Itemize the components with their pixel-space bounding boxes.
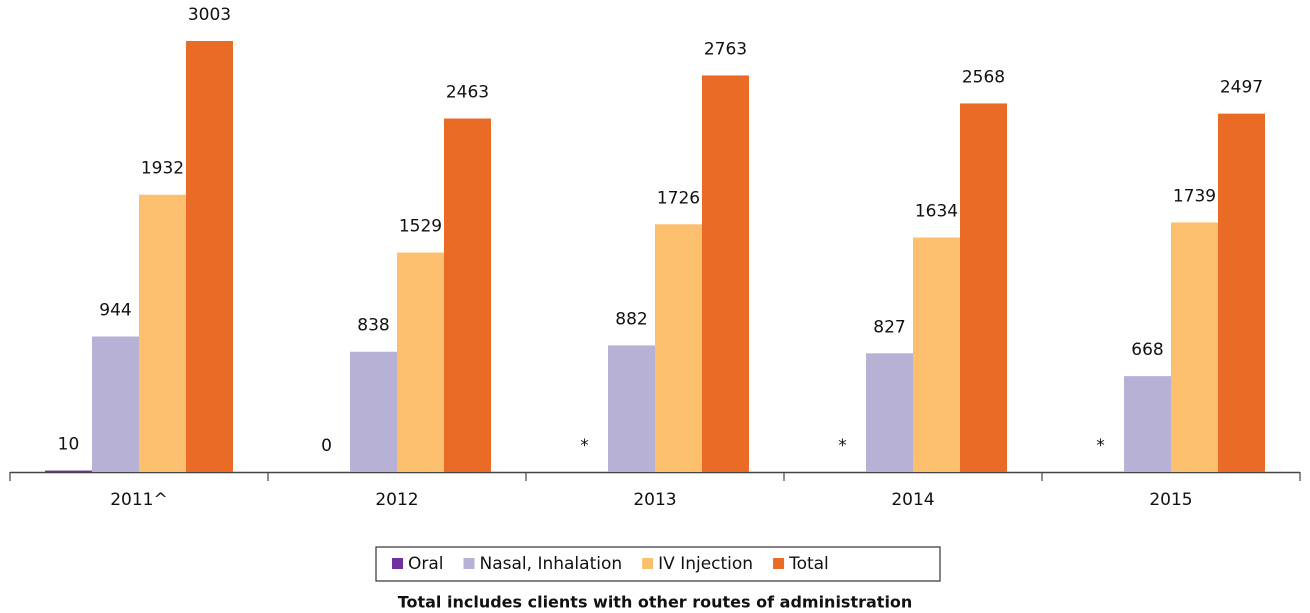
x-tick-label: 2011^ xyxy=(110,490,168,510)
bar xyxy=(444,118,491,472)
value-label: 2463 xyxy=(446,83,489,103)
value-label: 2497 xyxy=(1220,78,1263,98)
value-label: 3003 xyxy=(188,5,231,25)
value-label: 10 xyxy=(58,435,80,455)
legend-box xyxy=(375,546,941,582)
bar xyxy=(139,194,186,472)
bar xyxy=(1124,376,1171,472)
x-tick-label: 2014 xyxy=(891,490,934,510)
bar xyxy=(702,75,749,472)
value-label: 1529 xyxy=(399,217,442,237)
bar xyxy=(350,351,397,472)
legend-swatch xyxy=(463,558,475,569)
legend-swatch xyxy=(392,558,403,569)
bar xyxy=(92,336,139,472)
note: Total includes clients with other routes… xyxy=(398,593,913,612)
bar xyxy=(655,224,702,472)
bar xyxy=(45,470,92,473)
value-label: 2763 xyxy=(704,39,747,59)
value-label: 1726 xyxy=(657,188,700,208)
bar xyxy=(608,345,655,472)
x-tick-label: 2013 xyxy=(633,490,676,510)
legend-label: Oral xyxy=(408,554,444,574)
value-label: 668 xyxy=(1131,340,1163,360)
bar xyxy=(186,41,233,472)
legend-swatch xyxy=(642,558,654,569)
legend-label: Total xyxy=(788,554,829,574)
value-label: 838 xyxy=(357,316,389,336)
value-label: 1634 xyxy=(915,201,958,221)
bar xyxy=(397,252,444,472)
value-label: 1932 xyxy=(141,159,184,179)
legend-label: Nasal, Inhalation xyxy=(480,554,623,574)
x-tick-label: 2012 xyxy=(375,490,418,510)
bar xyxy=(913,237,960,472)
legend-swatch xyxy=(773,558,785,569)
legend-label: IV Injection xyxy=(658,554,753,574)
value-label: 944 xyxy=(99,301,131,321)
value-label: * xyxy=(838,436,847,456)
value-label: 1739 xyxy=(1173,186,1216,206)
bar xyxy=(960,103,1007,473)
value-label: 882 xyxy=(615,309,647,329)
x-tick-label: 2015 xyxy=(1149,490,1192,510)
bar xyxy=(866,353,913,472)
value-label: * xyxy=(1096,436,1105,456)
value-label: 827 xyxy=(873,317,905,337)
bar xyxy=(1218,113,1265,472)
value-label: * xyxy=(580,436,589,456)
value-label: 0 xyxy=(321,436,332,456)
value-label: 2568 xyxy=(962,67,1005,87)
bar xyxy=(1171,222,1218,472)
